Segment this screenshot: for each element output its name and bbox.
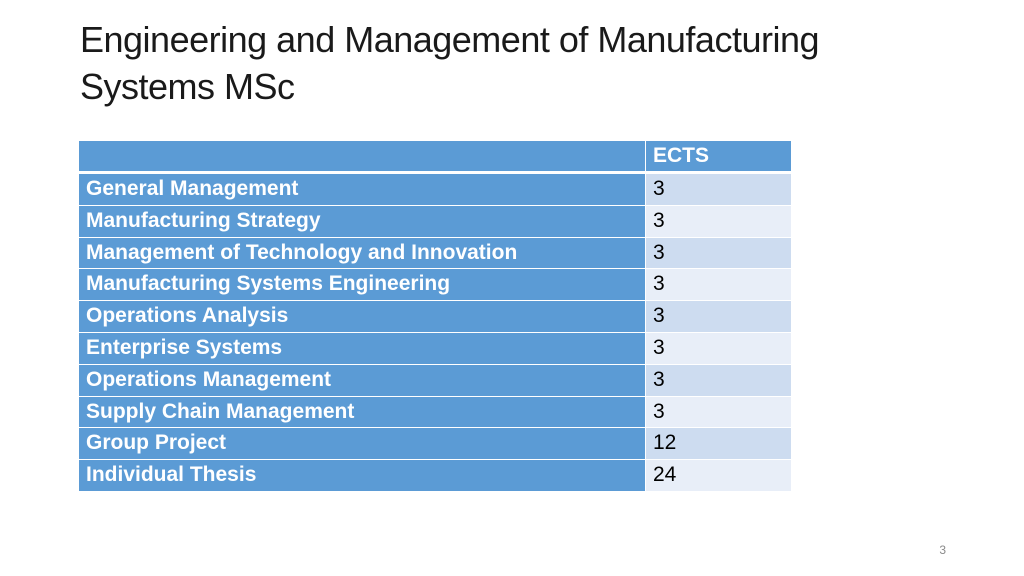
module-name-cell: Management of Technology and Innovation (79, 237, 646, 269)
ects-cell: 3 (646, 205, 791, 237)
table-row: Group Project 12 (79, 428, 791, 461)
page-number: 3 (939, 543, 946, 557)
table-row: Manufacturing Strategy 3 (79, 205, 791, 238)
module-name-cell: General Management (79, 174, 646, 205)
module-name-cell: Manufacturing Systems Engineering (79, 269, 646, 301)
ects-cell: 3 (646, 237, 791, 269)
table-row: Individual Thesis 24 (79, 460, 791, 492)
course-table: ECTS General Management 3 Manufacturing … (79, 141, 791, 492)
ects-cell: 3 (646, 396, 791, 428)
module-name-cell: Operations Analysis (79, 301, 646, 332)
module-name-cell: Supply Chain Management (79, 396, 646, 428)
table-header-row: ECTS (79, 141, 791, 174)
table-row: Manufacturing Systems Engineering 3 (79, 269, 791, 302)
header-cell-ects: ECTS (646, 141, 791, 171)
module-name-cell: Group Project (79, 428, 646, 460)
ects-cell: 3 (646, 301, 791, 332)
ects-cell: 24 (646, 460, 791, 491)
ects-cell: 12 (646, 428, 791, 460)
slide-title: Engineering and Management of Manufactur… (80, 19, 820, 107)
module-name-cell: Individual Thesis (79, 460, 646, 491)
module-name-cell: Enterprise Systems (79, 332, 646, 364)
header-cell-module (79, 141, 646, 171)
ects-cell: 3 (646, 364, 791, 396)
module-name-cell: Manufacturing Strategy (79, 205, 646, 237)
module-name-cell: Operations Management (79, 364, 646, 396)
ects-cell: 3 (646, 332, 791, 364)
table-row: Enterprise Systems 3 (79, 332, 791, 365)
table-row: Management of Technology and Innovation … (79, 237, 791, 270)
table-row: Operations Management 3 (79, 364, 791, 397)
ects-cell: 3 (646, 269, 791, 301)
table-row: Supply Chain Management 3 (79, 396, 791, 429)
table-row: Operations Analysis 3 (79, 301, 791, 333)
ects-cell: 3 (646, 174, 791, 205)
table-row: General Management 3 (79, 174, 791, 206)
